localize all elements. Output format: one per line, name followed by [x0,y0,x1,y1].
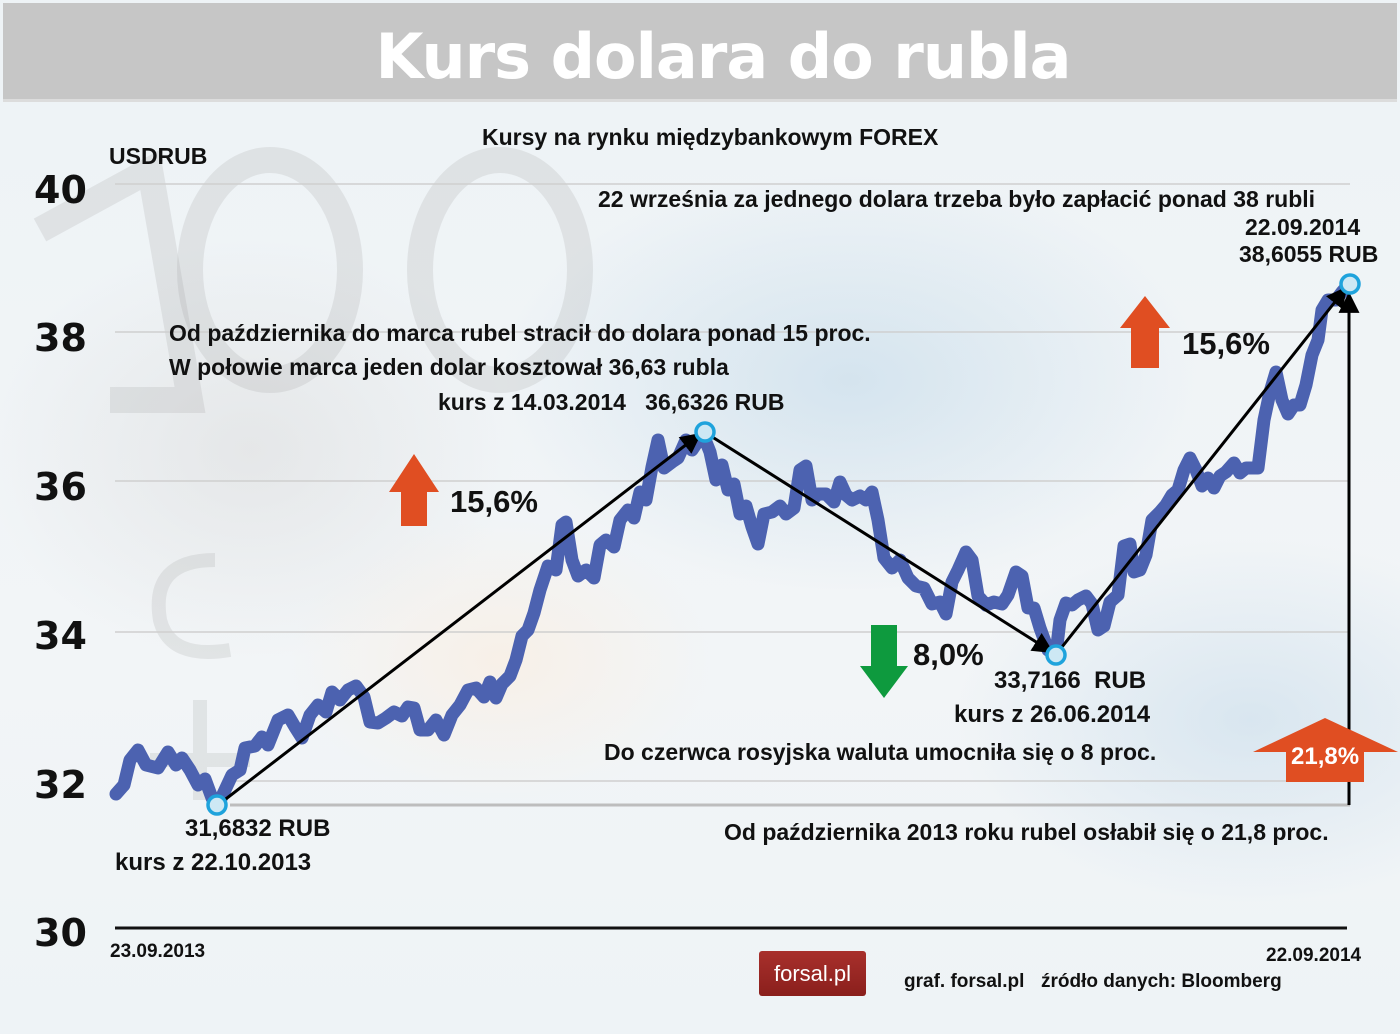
y-tick-32: 32 [34,763,87,807]
y-tick-36: 36 [34,465,87,509]
top-right-note: 22 września za jednego dolara trzeba był… [598,186,1316,212]
down-arrow-icon [860,625,908,698]
trough-date-label: kurs z 26.06.2014 [954,701,1151,728]
chart-subtitle: Kursy na rynku międzybankowym FOREX [482,124,939,150]
peak-note-1: Od października do marca rubel stracił d… [169,320,871,346]
trough-note: Do czerwca rosyjska waluta umocniła się … [604,739,1157,765]
fall-percent: 8,0% [913,637,984,672]
y-tick-38: 38 [34,316,87,360]
usdrub-line [109,277,1356,812]
up-arrow-icon [1120,296,1170,368]
trend-arrows [217,286,1360,807]
marker-start [206,794,228,816]
start-date-label: kurs z 22.10.2013 [115,849,312,876]
background-banknote [0,100,1400,1034]
marker-peak [694,421,716,443]
x-end-label: 22.09.2014 [1266,945,1362,966]
total-percent: 21,8% [1291,743,1360,770]
y-tick-40: 40 [34,168,87,212]
start-value-label: 31,6832 RUB [185,815,331,842]
key-point-markers [206,273,1361,816]
peak-note-2: W połowie marca jeden dolar kosztował 36… [169,354,729,380]
title-bar: Kurs dolara do rubla [3,3,1397,102]
x-start-label: 23.09.2013 [110,941,206,962]
rise-2-percent: 15,6% [1182,326,1270,361]
end-date-label: 22.09.2014 [1245,214,1361,240]
forsal-logo: forsal.pl [759,951,866,996]
marker-end [1339,273,1361,295]
end-value-label: 38,6055 RUB [1239,241,1379,267]
total-up-arrow-icon [1253,718,1398,782]
source-text: źródło danych: Bloomberg [1041,971,1282,992]
up-arrow-icon [389,454,439,526]
marker-trough [1045,644,1067,666]
y-tick-30: 30 [34,911,87,955]
credit-text: graf. forsal.pl [904,971,1025,992]
total-note: Od października 2013 roku rubel osłabił … [724,819,1329,845]
y-tick-34: 34 [34,614,87,658]
gridlines [115,183,1350,807]
rise-1-percent: 15,6% [450,484,538,519]
peak-label: kurs z 14.03.2014 36,6326 RUB [438,389,785,415]
chart-title: Kurs dolara do rubla [375,20,1072,93]
y-axis-label: USDRUB [109,143,208,169]
trough-value-label: 33,7166 RUB [994,667,1147,694]
